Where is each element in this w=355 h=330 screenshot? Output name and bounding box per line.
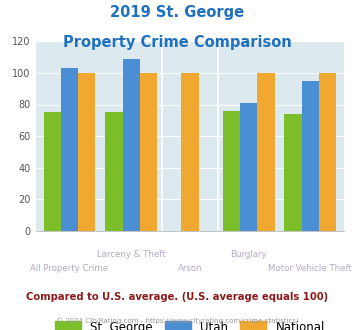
- Text: Compared to U.S. average. (U.S. average equals 100): Compared to U.S. average. (U.S. average …: [26, 292, 329, 302]
- Text: Property Crime Comparison: Property Crime Comparison: [63, 35, 292, 50]
- Bar: [61, 68, 78, 231]
- Bar: [105, 113, 122, 231]
- Bar: [44, 113, 61, 231]
- Text: Motor Vehicle Theft: Motor Vehicle Theft: [268, 264, 352, 273]
- Legend: St. George, Utah, National: St. George, Utah, National: [50, 316, 329, 330]
- Text: © 2024 CityRating.com - https://www.cityrating.com/crime-statistics/: © 2024 CityRating.com - https://www.city…: [56, 317, 299, 324]
- Bar: [181, 73, 198, 231]
- Bar: [240, 103, 257, 231]
- Text: All Property Crime: All Property Crime: [31, 264, 109, 273]
- Bar: [284, 114, 302, 231]
- Bar: [140, 73, 157, 231]
- Bar: [257, 73, 274, 231]
- Text: 2019 St. George: 2019 St. George: [110, 5, 245, 20]
- Text: Burglary: Burglary: [230, 250, 267, 259]
- Bar: [122, 59, 140, 231]
- Bar: [302, 81, 319, 231]
- Text: Larceny & Theft: Larceny & Theft: [97, 250, 165, 259]
- Text: Arson: Arson: [178, 264, 202, 273]
- Bar: [319, 73, 336, 231]
- Bar: [223, 111, 240, 231]
- Bar: [78, 73, 95, 231]
